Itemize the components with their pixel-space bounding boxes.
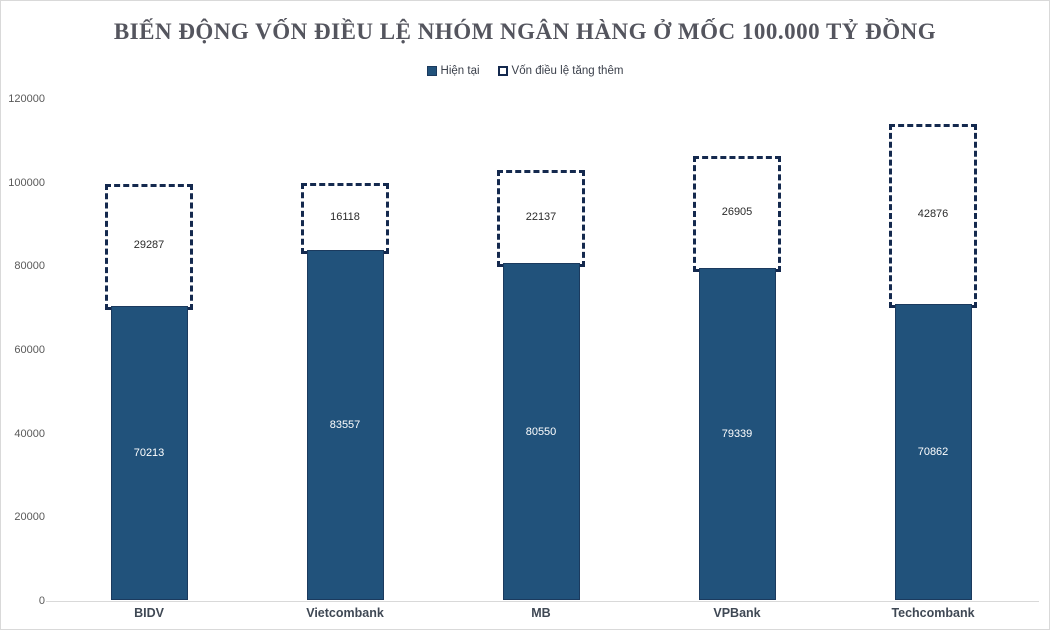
added-capital-value-label: 26905 bbox=[721, 205, 753, 218]
chart-title: BIẾN ĐỘNG VỐN ĐIỀU LỆ NHÓM NGÂN HÀNG Ở M… bbox=[113, 19, 937, 44]
current-capital-value-label: 80550 bbox=[525, 425, 557, 438]
legend-item-current: Hiện tại bbox=[426, 65, 480, 77]
x-axis-line bbox=[46, 601, 1039, 602]
x-axis-category-label: VPBank bbox=[713, 606, 761, 620]
x-axis-category-label: Vietcombank bbox=[306, 606, 384, 620]
y-axis-tick-label: 20000 bbox=[14, 511, 45, 524]
current-capital-bar bbox=[894, 303, 972, 600]
current-capital-bar bbox=[110, 306, 188, 600]
solid-swatch-icon bbox=[426, 66, 437, 76]
y-axis-tick-label: 80000 bbox=[14, 260, 45, 273]
added-capital-value-label: 22137 bbox=[525, 210, 557, 223]
y-axis-tick-label: 0 bbox=[38, 595, 45, 607]
y-axis-tick-label: 60000 bbox=[14, 344, 45, 356]
x-axis-category-label: BIDV bbox=[134, 606, 164, 620]
current-capital-value-label: 70862 bbox=[917, 445, 949, 458]
current-capital-value-label: 83557 bbox=[329, 419, 361, 432]
current-capital-value-label: 70213 bbox=[133, 447, 165, 460]
added-capital-value-label: 16118 bbox=[330, 210, 360, 223]
current-capital-bar bbox=[306, 250, 384, 600]
chart-legend: Hiện tại Vốn điều lệ tăng thêm bbox=[1, 65, 1049, 77]
current-capital-value-label: 79339 bbox=[721, 428, 753, 441]
legend-label-added: Vốn điều lệ tăng thêm bbox=[511, 65, 624, 77]
x-axis-category-label: MB bbox=[531, 606, 551, 620]
added-capital-value-label: 29287 bbox=[133, 239, 165, 252]
current-capital-bar bbox=[502, 263, 580, 600]
x-axis-category-label: Techcombank bbox=[891, 606, 975, 620]
y-axis-tick-label: 120000 bbox=[8, 93, 45, 105]
y-axis-tick-label: 100000 bbox=[8, 176, 45, 189]
legend-label-current: Hiện tại bbox=[440, 65, 480, 77]
legend-item-added: Vốn điều lệ tăng thêm bbox=[497, 65, 624, 77]
added-capital-value-label: 42876 bbox=[917, 207, 949, 220]
dashed-swatch-icon bbox=[497, 66, 508, 76]
current-capital-bar bbox=[698, 268, 776, 600]
y-axis-tick-label: 40000 bbox=[14, 427, 45, 440]
